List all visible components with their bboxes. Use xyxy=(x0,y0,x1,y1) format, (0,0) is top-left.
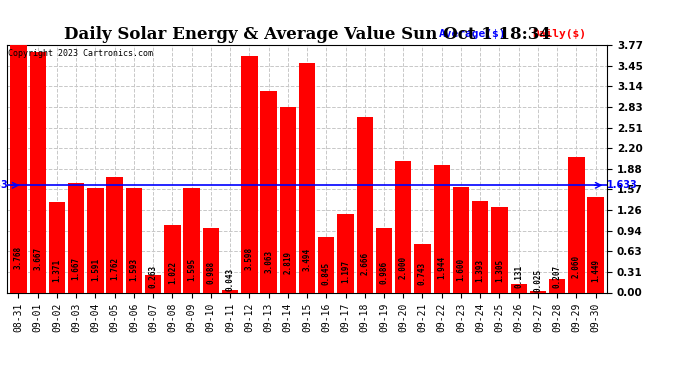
Text: 0.043: 0.043 xyxy=(226,268,235,291)
Bar xyxy=(164,225,181,292)
Text: 0.131: 0.131 xyxy=(514,265,523,288)
Text: Daily($): Daily($) xyxy=(532,29,586,39)
Bar xyxy=(241,56,257,292)
Text: 0.263: 0.263 xyxy=(148,265,157,288)
Text: Average($): Average($) xyxy=(439,29,506,39)
Text: 3.063: 3.063 xyxy=(264,250,273,273)
Bar xyxy=(395,161,411,292)
Bar xyxy=(260,92,277,292)
Bar xyxy=(337,214,354,292)
Bar xyxy=(299,63,315,292)
Text: 3.667: 3.667 xyxy=(33,247,42,270)
Text: 0.025: 0.025 xyxy=(533,268,542,292)
Text: 1.593: 1.593 xyxy=(130,258,139,281)
Bar xyxy=(49,202,65,292)
Text: 2.060: 2.060 xyxy=(572,255,581,278)
Text: 1.762: 1.762 xyxy=(110,257,119,280)
Bar xyxy=(569,157,584,292)
Bar xyxy=(203,228,219,292)
Bar xyxy=(472,201,489,292)
Bar xyxy=(145,275,161,292)
Text: 0.845: 0.845 xyxy=(322,262,331,285)
Bar xyxy=(222,290,238,292)
Text: 0.986: 0.986 xyxy=(380,261,388,284)
Bar xyxy=(491,207,508,292)
Bar xyxy=(30,52,46,292)
Text: 1.591: 1.591 xyxy=(91,258,100,281)
Text: 0.743: 0.743 xyxy=(418,262,427,285)
Text: 1.667: 1.667 xyxy=(72,257,81,280)
Text: 3.598: 3.598 xyxy=(245,247,254,270)
Bar xyxy=(357,117,373,292)
Text: 1.600: 1.600 xyxy=(457,258,466,281)
Text: 1.371: 1.371 xyxy=(52,259,61,282)
Text: 1.449: 1.449 xyxy=(591,258,600,282)
Bar xyxy=(376,228,392,292)
Bar xyxy=(530,291,546,292)
Bar xyxy=(10,45,27,292)
Text: 0.207: 0.207 xyxy=(553,265,562,288)
Text: 1.944: 1.944 xyxy=(437,256,446,279)
Bar xyxy=(318,237,335,292)
Text: 3.768: 3.768 xyxy=(14,246,23,269)
Text: Copyright 2023 Cartronics.com: Copyright 2023 Cartronics.com xyxy=(8,49,153,58)
Bar xyxy=(511,284,527,292)
Bar xyxy=(279,107,296,292)
Bar xyxy=(126,188,142,292)
Text: 3.494: 3.494 xyxy=(302,248,312,271)
Bar xyxy=(414,244,431,292)
Text: 1.633: 1.633 xyxy=(607,180,638,190)
Bar xyxy=(433,165,450,292)
Text: 2.819: 2.819 xyxy=(284,251,293,274)
Text: 2.000: 2.000 xyxy=(399,256,408,279)
Text: 1.305: 1.305 xyxy=(495,259,504,282)
Text: 2.666: 2.666 xyxy=(360,252,369,275)
Text: 1.197: 1.197 xyxy=(341,260,350,283)
Bar xyxy=(184,188,200,292)
Text: 1.393: 1.393 xyxy=(475,259,484,282)
Text: 1.633: 1.633 xyxy=(0,180,9,190)
Title: Daily Solar Energy & Average Value Sun Oct 1 18:34: Daily Solar Energy & Average Value Sun O… xyxy=(63,27,551,44)
Text: 0.988: 0.988 xyxy=(206,261,215,284)
Bar xyxy=(549,279,565,292)
Bar xyxy=(453,188,469,292)
Text: 1.022: 1.022 xyxy=(168,261,177,284)
Bar xyxy=(68,183,84,292)
Text: 1.595: 1.595 xyxy=(187,258,196,281)
Bar xyxy=(87,188,104,292)
Bar xyxy=(106,177,123,292)
Bar xyxy=(587,197,604,292)
